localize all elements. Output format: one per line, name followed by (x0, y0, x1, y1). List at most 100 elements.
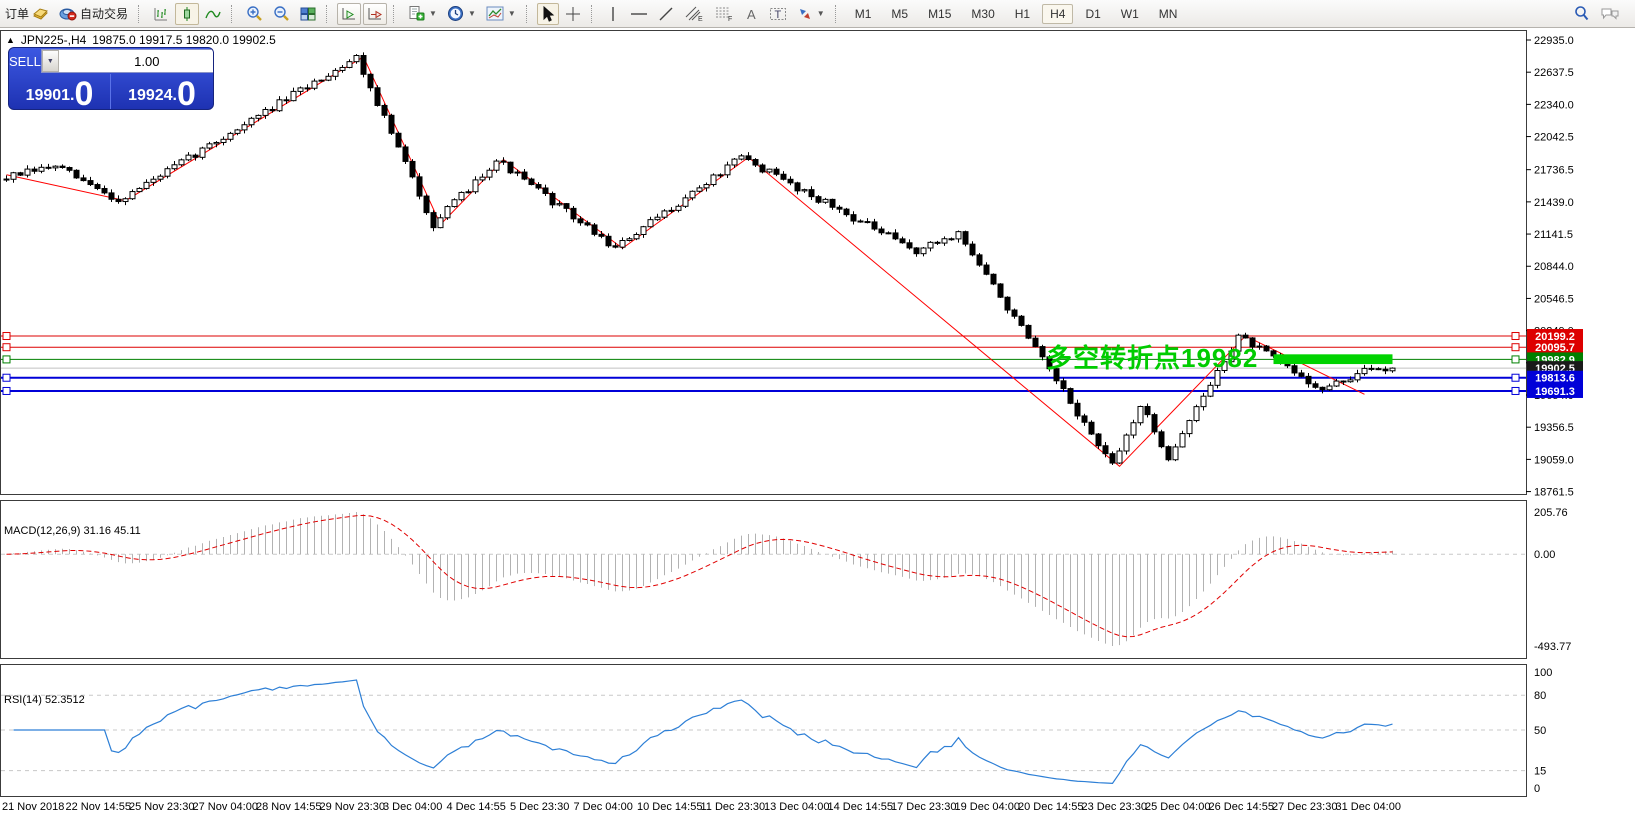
buy-price[interactable]: 19924. 0 (111, 74, 213, 109)
trendline-button[interactable] (654, 3, 678, 25)
text-button[interactable]: A (740, 3, 763, 25)
equidistant-channel-button[interactable]: E (680, 3, 708, 25)
timeframe-M5[interactable]: M5 (891, 6, 909, 21)
crosshair-button[interactable] (561, 3, 585, 25)
candle (605, 235, 612, 247)
price-label-19813.6 (1527, 370, 1583, 385)
candle (997, 283, 1004, 298)
macd-axis-label: 0.00 (1534, 549, 1555, 561)
fibonacci-retracement-button[interactable]: F (710, 3, 738, 25)
horizontal-line-icon (630, 12, 647, 15)
autotrading-button[interactable]: 自动交易 (55, 3, 132, 25)
price-pane[interactable] (0, 30, 1527, 495)
line-handle[interactable] (2, 332, 11, 341)
templates-icon (486, 6, 504, 21)
candle (1333, 380, 1340, 387)
timeframe-M30[interactable]: M30 (971, 6, 995, 21)
candle (1137, 405, 1144, 424)
timeframe-W1[interactable]: W1 (1120, 6, 1139, 21)
candle (493, 160, 500, 171)
line-handle[interactable] (2, 373, 11, 382)
candle (1319, 386, 1326, 391)
time-axis-label: 31 Dec 04:00 (1336, 801, 1401, 813)
timeframe-bar: M1 M5 M15 M30 H1 H4 D1 W1 MN (845, 3, 1188, 24)
line-handle[interactable] (2, 386, 11, 395)
chart-canvas[interactable]: 22935.0 22637.5 22340.0 22042.5 21736.5 21439… (0, 28, 1635, 816)
arrows-button[interactable]: ▼ (793, 3, 829, 25)
time-axis-label: 22 Nov 14:55 (66, 801, 131, 813)
highlight-rectangle[interactable] (1273, 354, 1393, 365)
rsi-label: RSI(14) 52.3512 (4, 694, 85, 706)
timeframe-M15[interactable]: M15 (928, 6, 952, 21)
price-label-20095.7 (1527, 340, 1583, 355)
timeframe-D1[interactable]: D1 (1085, 6, 1101, 21)
timeframe-MN[interactable]: MN (1158, 6, 1178, 21)
chart-shift-button[interactable] (363, 2, 388, 25)
candle (458, 191, 465, 201)
candle (1305, 375, 1312, 385)
candle (1375, 368, 1382, 371)
candle (899, 238, 906, 244)
candle (1221, 361, 1228, 371)
horizontal-line-button[interactable] (626, 3, 652, 25)
sell-button[interactable]: SELL (9, 53, 41, 69)
candle (339, 66, 346, 71)
line-handle[interactable] (2, 355, 11, 364)
volume-input[interactable] (58, 50, 213, 72)
candle (486, 169, 493, 178)
candle (1039, 346, 1046, 358)
candle (661, 210, 668, 218)
candle (1235, 334, 1242, 352)
line-handle[interactable] (1511, 386, 1520, 395)
text-label-button[interactable]: T (765, 3, 791, 25)
tile-windows-button[interactable] (296, 3, 320, 25)
price-label-text: 19691.3 (1535, 386, 1575, 398)
sell-price[interactable]: 19901. 0 (9, 74, 111, 109)
candle (794, 182, 801, 192)
collapse-pane-icon[interactable]: ▲ (6, 35, 15, 45)
auto-scroll-icon (342, 7, 356, 19)
search-button[interactable] (1569, 3, 1594, 25)
candle (241, 124, 248, 131)
candle (1186, 420, 1193, 435)
candle (1067, 388, 1074, 404)
zoom-out-button[interactable] (269, 3, 294, 25)
periods-button[interactable]: ▼ (443, 3, 480, 25)
line-handle[interactable] (1511, 343, 1520, 352)
rsi-axis-label: 80 (1534, 690, 1546, 702)
new-order-button[interactable]: 订单 (1, 3, 53, 25)
line-handle[interactable] (2, 343, 11, 352)
cursor-button[interactable] (536, 2, 559, 25)
timeframe-H1[interactable]: H1 (1014, 6, 1031, 21)
macd-pane[interactable] (0, 500, 1527, 659)
add-indicator-button[interactable]: ▼ (404, 3, 441, 25)
price-tick-label: 20844.0 (1534, 261, 1574, 273)
bar-chart-button[interactable] (149, 3, 173, 25)
candle (808, 189, 815, 198)
chat-button[interactable] (1596, 3, 1624, 25)
candle (1081, 415, 1088, 423)
candle (1095, 433, 1102, 447)
line-chart-button[interactable] (201, 3, 225, 25)
candle (1165, 446, 1172, 461)
vertical-line-button[interactable] (602, 3, 624, 25)
templates-button[interactable]: ▼ (482, 3, 520, 25)
line-handle[interactable] (1511, 373, 1520, 382)
line-handle[interactable] (1511, 355, 1520, 364)
timeframe-M1[interactable]: M1 (854, 6, 872, 21)
candle (1116, 450, 1123, 464)
time-axis-label: 20 Dec 14:55 (1018, 801, 1083, 813)
zoom-in-button[interactable] (242, 3, 267, 25)
auto-scroll-button[interactable] (337, 2, 362, 25)
candle (367, 73, 374, 89)
annotation-text[interactable]: 多空转折点19982 (1046, 343, 1259, 373)
price-tick-label: 19059.0 (1534, 454, 1574, 466)
price-tick-label: 22042.5 (1534, 132, 1574, 144)
timeframe-H4[interactable]: H4 (1042, 3, 1074, 24)
candle (1347, 379, 1354, 383)
line-handle[interactable] (1511, 332, 1520, 341)
candlestick-chart-button[interactable] (175, 2, 200, 25)
candle (346, 61, 353, 68)
candle (1312, 383, 1319, 388)
volume-decrease-button[interactable]: ▼ (41, 50, 59, 72)
